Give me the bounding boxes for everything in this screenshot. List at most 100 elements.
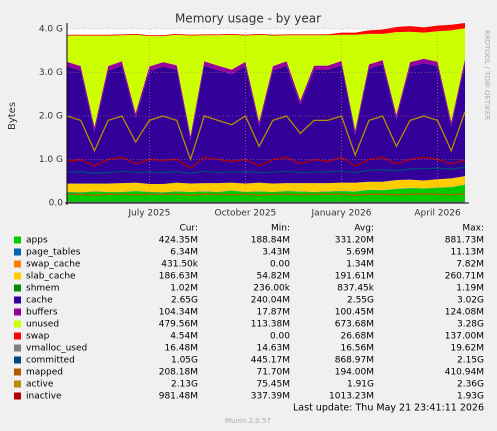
legend-stat: 19.62M <box>450 344 484 354</box>
legend-label: shmem <box>26 284 59 294</box>
legend-stat: 981.48M <box>159 392 198 402</box>
x-tick-label: July 2025 <box>127 209 170 219</box>
legend-stat: 188.84M <box>251 236 290 246</box>
legend-stat: 208.18M <box>159 368 198 378</box>
legend-swatch <box>14 308 21 316</box>
legend-label: mapped <box>26 368 63 378</box>
legend-stat: 1.93G <box>457 392 484 402</box>
legend-stat: 673.68M <box>335 320 374 330</box>
area <box>67 184 465 203</box>
legend-stat: 479.56M <box>159 320 198 330</box>
legend-stat: 1.02M <box>170 284 198 294</box>
area <box>67 176 465 185</box>
stats-header: Max: <box>462 224 484 234</box>
legend-stat: 100.45M <box>335 308 374 318</box>
legend-stat: 2.36G <box>457 380 484 390</box>
legend-swatch <box>14 356 21 364</box>
legend-stat: 2.65G <box>171 296 198 306</box>
legend-label: committed <box>26 356 75 366</box>
legend-swatch <box>14 332 21 340</box>
line <box>66 156 466 169</box>
legend-stat: 1.19M <box>456 284 484 294</box>
legend-stat: 431.50k <box>161 260 198 270</box>
legend-stat: 16.48M <box>164 344 198 354</box>
stats-header: Avg: <box>354 224 374 234</box>
legend-stat: 3.43M <box>262 248 290 258</box>
line <box>67 193 466 196</box>
legend-stat: 4.54M <box>170 332 198 342</box>
legend-swatch <box>14 284 21 292</box>
legend-label: page_tables <box>26 248 81 258</box>
legend-label: slab_cache <box>26 272 76 282</box>
legend-stat: 194.00M <box>335 368 374 378</box>
legend-stat: 2.55G <box>347 296 374 306</box>
legend-label: apps <box>26 236 48 246</box>
y-tick-label: 2.0 G <box>39 112 63 122</box>
legend-stat: 240.04M <box>251 296 290 306</box>
y-axis-label: Bytes <box>7 102 18 130</box>
y-tick-label: 4.0 G <box>39 25 63 35</box>
chart-title: Memory usage - by year <box>175 12 321 26</box>
x-tick-label: October 2025 <box>215 209 277 219</box>
legend-stat: 104.34M <box>159 308 198 318</box>
legend-stat: 424.35M <box>159 236 198 246</box>
legend-stat: 837.45k <box>337 284 374 294</box>
legend-stat: 1.34M <box>346 260 374 270</box>
legend-swatch <box>14 392 21 400</box>
legend-label: unused <box>26 320 59 330</box>
legend-label: buffers <box>26 308 58 318</box>
legend-stat: 5.69M <box>346 248 374 258</box>
last-update: Last update: Thu May 21 23:41:11 2026 <box>293 403 484 414</box>
legend-stat: 54.82M <box>256 272 290 282</box>
legend-stat: 17.87M <box>256 308 290 318</box>
area <box>67 23 465 37</box>
overlay: 0.0 1.0 G 2.0 G 3.0 G 4.0 G July 2025 October … <box>39 23 469 219</box>
area <box>67 63 465 184</box>
legend-label: inactive <box>26 392 62 402</box>
legend-swatch <box>14 380 21 388</box>
y-tick-label: 1.0 G <box>39 155 63 165</box>
legend-swatch <box>14 344 21 352</box>
side-text: RRDTOOL / TOBI OETIKER <box>483 30 491 120</box>
x-tick-label: January 2026 <box>311 209 372 219</box>
legend-stat: 331.20M <box>335 236 374 246</box>
area <box>67 28 465 136</box>
legend-stat: 236.00k <box>253 284 290 294</box>
line <box>66 166 466 175</box>
legend-swatch <box>14 236 21 244</box>
legend-stat: 191.61M <box>335 272 374 282</box>
legend-stat: 186.63M <box>159 272 198 282</box>
legend-swatch <box>14 260 21 268</box>
legend-stat: 1.05G <box>171 356 198 366</box>
legend-stat: 26.68M <box>340 332 374 342</box>
legend-label: vmalloc_used <box>26 344 87 354</box>
legend-stat: 2.13G <box>171 380 198 390</box>
legend-stat: 14.63M <box>256 344 290 354</box>
legend-stat: 113.38M <box>251 320 290 330</box>
legend: Cur: Min: Avg: Max: apps 424.35M 188.84M 331.20… <box>14 224 484 402</box>
legend-stat: 75.45M <box>256 380 290 390</box>
stats-header: Cur: <box>179 224 198 234</box>
legend-label: active <box>26 380 54 390</box>
legend-label: cache <box>26 296 53 306</box>
y-tick-label: 3.0 G <box>39 68 63 78</box>
legend-stat: 881.73M <box>445 236 484 246</box>
legend-stat: 6.34M <box>170 248 198 258</box>
legend-stat: 445.17M <box>251 356 290 366</box>
legend-stat: 11.13M <box>450 248 484 258</box>
legend-stat: 3.02G <box>457 296 484 306</box>
legend-stat: 16.56M <box>340 344 374 354</box>
plot <box>67 23 465 203</box>
legend-stat: 337.39M <box>251 392 290 402</box>
legend-stat: 124.08M <box>445 308 484 318</box>
y-tick-label: 0.0 <box>49 199 64 209</box>
legend-swatch <box>14 320 21 328</box>
legend-stat: 1.91G <box>347 380 374 390</box>
x-tick-label: April 2026 <box>414 209 461 219</box>
legend-stat: 71.70M <box>256 368 290 378</box>
legend-stat: 137.00M <box>445 332 484 342</box>
legend-stat: 2.15G <box>457 356 484 366</box>
legend-label: swap_cache <box>26 260 81 270</box>
legend-stat: 3.28G <box>457 320 484 330</box>
